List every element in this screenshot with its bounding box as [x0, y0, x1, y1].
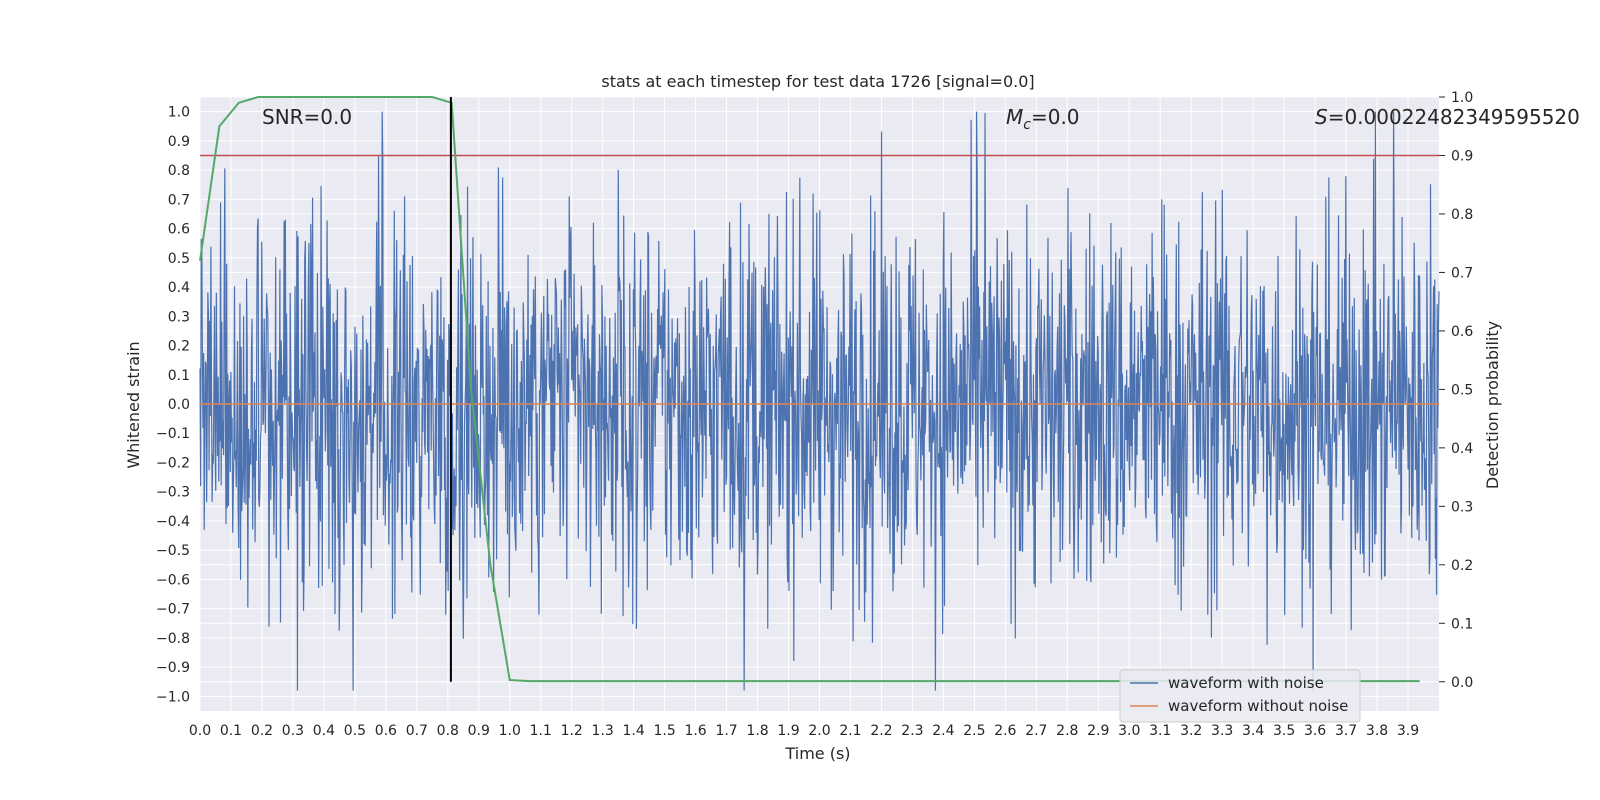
x-axis-label: Time (s) — [784, 744, 850, 763]
x-tick-label: 2.3 — [901, 723, 923, 739]
x-tick-label: 1.1 — [530, 723, 552, 739]
y-tick-label: −0.4 — [156, 514, 190, 530]
y-tick-label: −0.6 — [156, 572, 190, 588]
x-tick-label: 1.9 — [777, 723, 799, 739]
right-y-tick-label: 1.0 — [1451, 90, 1473, 106]
y-tick-label: 0.4 — [168, 280, 190, 296]
x-tick-label: 2.2 — [870, 723, 892, 739]
x-tick-label: 1.7 — [715, 723, 737, 739]
x-tick-label: 0.6 — [375, 723, 397, 739]
right-y-tick-label: 0.9 — [1451, 148, 1473, 164]
x-tick-label: 3.4 — [1242, 723, 1264, 739]
y-tick-label: 1.0 — [168, 105, 190, 121]
y-tick-label: 0.1 — [168, 368, 190, 384]
y-tick-label: 0.6 — [168, 222, 190, 238]
y-tick-label: −0.1 — [156, 426, 190, 442]
y-tick-label: 0.7 — [168, 192, 190, 208]
score-value: =0.00022482349595520 — [1328, 105, 1580, 129]
legend-label-clean: waveform without noise — [1168, 697, 1348, 715]
y-tick-label: −0.3 — [156, 485, 190, 501]
score-annotation: S=0.00022482349595520 — [1315, 105, 1580, 129]
snr-annotation: SNR=0.0 — [262, 105, 352, 129]
right-y-tick-label: 0.6 — [1451, 324, 1473, 340]
x-tick-label: 3.0 — [1118, 723, 1140, 739]
x-tick-label: 0.9 — [468, 723, 490, 739]
y-tick-label: 0.5 — [168, 251, 190, 267]
y-tick-label: 0.0 — [168, 397, 190, 413]
right-y-axis-ticks: 1.0 0.9 0.8 0.7 0.6 0.5 0.4 0.3 0.2 0.1 0.0 — [1439, 90, 1473, 691]
x-tick-label: 3.6 — [1304, 723, 1326, 739]
right-y-tick-label: 0.2 — [1451, 558, 1473, 574]
right-y-tick-label: 0.4 — [1451, 441, 1473, 457]
x-tick-label: 2.6 — [994, 723, 1016, 739]
x-tick-label: 1.8 — [746, 723, 768, 739]
chart-title: stats at each timestep for test data 172… — [601, 72, 1034, 91]
x-tick-label: 3.1 — [1149, 723, 1171, 739]
x-tick-label: 3.8 — [1366, 723, 1388, 739]
right-y-tick-label: 0.5 — [1451, 382, 1473, 398]
y-tick-label: 0.9 — [168, 134, 190, 150]
x-tick-label: 1.5 — [653, 723, 675, 739]
right-y-tick-label: 0.8 — [1451, 207, 1473, 223]
x-tick-label: 0.0 — [189, 723, 211, 739]
y-tick-label: −0.8 — [156, 631, 190, 647]
x-tick-label: 3.7 — [1335, 723, 1357, 739]
x-axis-ticks: 0.0 0.1 0.2 0.3 0.4 0.5 0.6 0.7 0.8 0.9 1.0 1.1 1.2 1… — [189, 723, 1419, 739]
right-y-axis-label: Detection probability — [1483, 321, 1502, 489]
right-y-tick-label: 0.7 — [1451, 265, 1473, 281]
x-tick-label: 2.5 — [963, 723, 985, 739]
x-tick-label: 0.5 — [344, 723, 366, 739]
y-tick-label: −1.0 — [156, 689, 190, 705]
x-tick-label: 1.4 — [623, 723, 645, 739]
chirp-mass-subscript: c — [1023, 117, 1031, 133]
right-y-tick-label: 0.1 — [1451, 616, 1473, 632]
x-tick-label: 0.7 — [406, 723, 428, 739]
y-tick-label: 0.3 — [168, 309, 190, 325]
noisy-waveform-series — [199, 111, 1440, 691]
x-tick-label: 3.2 — [1180, 723, 1202, 739]
x-tick-label: 0.2 — [251, 723, 273, 739]
x-tick-label: 0.1 — [220, 723, 242, 739]
x-tick-label: 2.9 — [1087, 723, 1109, 739]
legend-box — [1119, 669, 1361, 723]
y-tick-label: −0.5 — [156, 543, 190, 559]
x-tick-label: 2.7 — [1025, 723, 1047, 739]
legend-label-noise: waveform with noise — [1168, 674, 1324, 692]
x-tick-label: 3.5 — [1273, 723, 1295, 739]
chirp-mass-value: =0.0 — [1031, 105, 1080, 129]
y-tick-label: 0.8 — [168, 163, 190, 179]
x-tick-label: 2.0 — [808, 723, 830, 739]
legend: waveform with noise waveform without noi… — [1119, 669, 1361, 723]
chirp-mass-symbol: M — [1006, 105, 1023, 129]
x-tick-label: 1.3 — [592, 723, 614, 739]
y-axis-label: Whitened strain — [124, 341, 143, 468]
x-tick-label: 0.8 — [437, 723, 459, 739]
right-y-tick-label: 0.0 — [1451, 675, 1473, 691]
x-tick-label: 1.2 — [561, 723, 583, 739]
x-tick-label: 1.0 — [499, 723, 521, 739]
x-tick-label: 2.1 — [839, 723, 861, 739]
score-symbol: S — [1315, 105, 1328, 129]
x-tick-label: 2.4 — [932, 723, 954, 739]
detection-probability-line — [199, 96, 1420, 683]
x-tick-label: 0.4 — [313, 723, 335, 739]
y-tick-label: 0.2 — [168, 339, 190, 355]
x-tick-label: 3.3 — [1211, 723, 1233, 739]
y-tick-label: −0.7 — [156, 602, 190, 618]
y-axis-ticks: 1.0 0.9 0.8 0.7 0.6 0.5 0.4 0.3 0.2 0.1 0.0 −0.1 −0.… — [156, 105, 190, 706]
noisy-waveform-path — [199, 111, 1440, 691]
chirp-mass-annotation: Mc=0.0 — [1006, 105, 1080, 133]
x-tick-label: 1.6 — [684, 723, 706, 739]
y-tick-label: −0.9 — [156, 660, 190, 676]
y-tick-label: −0.2 — [156, 455, 190, 471]
x-tick-label: 2.8 — [1056, 723, 1078, 739]
x-tick-label: 3.9 — [1397, 723, 1419, 739]
x-tick-label: 0.3 — [282, 723, 304, 739]
right-y-tick-label: 0.3 — [1451, 499, 1473, 515]
